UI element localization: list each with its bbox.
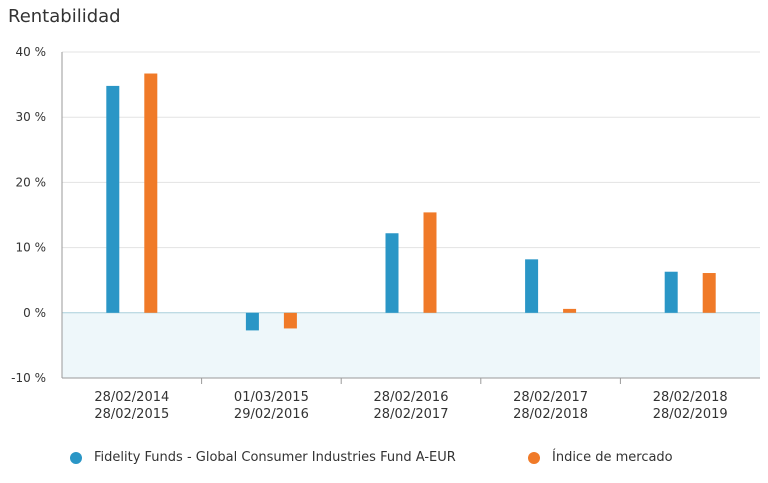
legend-item-series-1[interactable]: Fidelity Funds - Global Consumer Industr… (70, 450, 456, 465)
legend-label-series-2: Índice de mercado (552, 450, 673, 465)
x-tick-label: 28/02/2016 (374, 390, 449, 405)
y-tick-label: 40 % (16, 45, 47, 59)
legend: Fidelity Funds - Global Consumer Industr… (0, 450, 768, 472)
bar (283, 312, 297, 329)
x-tick-label: 28/02/2014 (94, 390, 169, 405)
x-tick-label: 29/02/2016 (234, 407, 309, 422)
x-tick-label: 28/02/2018 (653, 390, 728, 405)
y-tick-label: 30 % (16, 110, 47, 124)
legend-label-series-1: Fidelity Funds - Global Consumer Industr… (94, 450, 456, 465)
x-tick-label: 01/03/2015 (234, 390, 309, 405)
bar (385, 233, 399, 313)
bar (664, 271, 678, 313)
x-tick-label: 28/02/2018 (513, 407, 588, 422)
bar (423, 212, 437, 313)
y-tick-label: 20 % (16, 175, 47, 189)
bar (245, 312, 259, 331)
legend-item-series-2[interactable]: Índice de mercado (528, 450, 673, 465)
chart-title: Rentabilidad (8, 6, 121, 27)
bar-chart: 40 % 30 % 20 % 10 % 0 % -10 % 28/02/2014 28/02/… (11, 45, 760, 422)
x-tick-label: 28/02/2017 (374, 407, 449, 422)
legend-marker-series-1 (70, 451, 82, 464)
bar (144, 73, 158, 313)
bar (106, 85, 120, 313)
x-tick-label: 28/02/2017 (513, 390, 588, 405)
bar (525, 259, 539, 313)
y-tick-label: -10 % (11, 371, 46, 385)
bar (563, 308, 577, 313)
bar (702, 273, 716, 313)
negative-region (62, 312, 760, 378)
y-tick-label: 0 % (23, 306, 46, 320)
y-tick-label: 10 % (16, 241, 47, 255)
x-tick-label: 28/02/2015 (94, 407, 169, 422)
x-tick-label: 28/02/2019 (653, 407, 728, 422)
legend-marker-series-2 (528, 451, 540, 464)
